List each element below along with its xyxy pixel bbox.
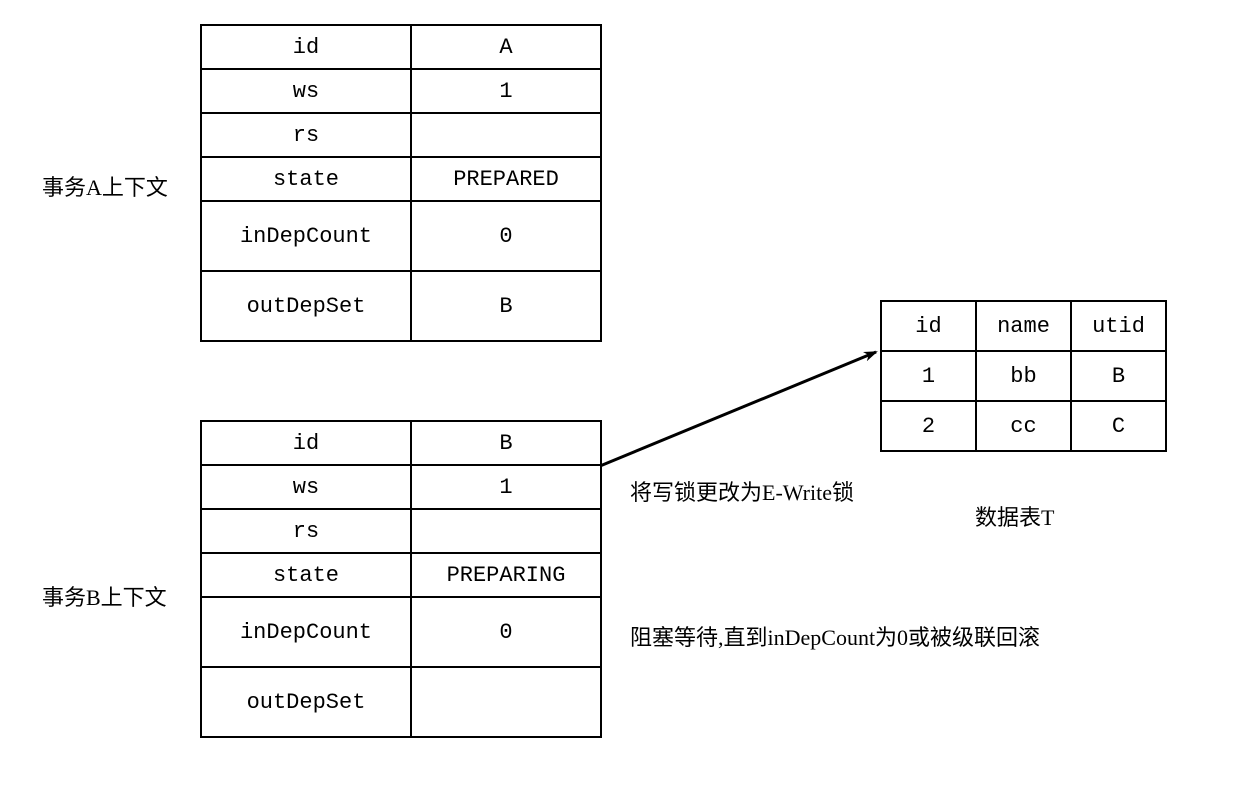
blocking-annotation: 阻塞等待,直到inDepCount为0或被级联回滚: [630, 620, 1040, 652]
arrow-icon: [0, 0, 1240, 796]
arrow-annotation: 将写锁更改为E-Write锁: [630, 475, 854, 507]
